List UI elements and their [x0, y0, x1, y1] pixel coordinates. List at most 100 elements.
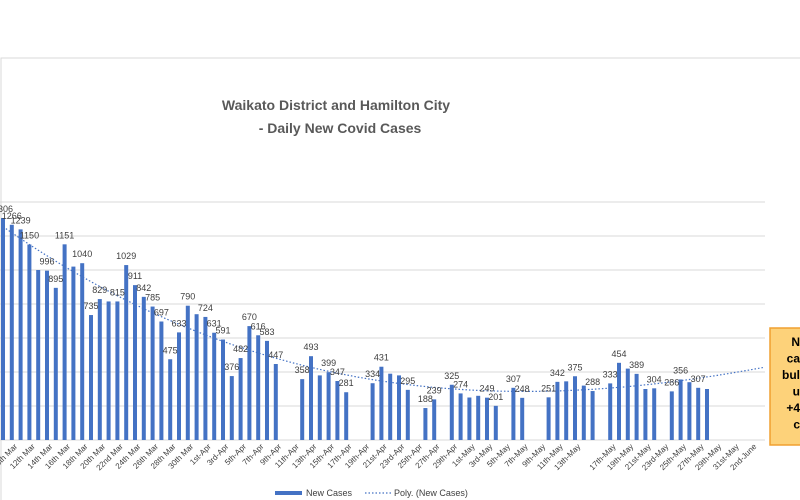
data-label: 399	[321, 358, 336, 368]
bar	[18, 229, 23, 440]
bar	[370, 383, 375, 440]
bar	[485, 397, 489, 440]
data-label: 1239	[11, 215, 31, 225]
data-label: 583	[259, 327, 274, 337]
callout-text: N	[791, 335, 800, 349]
data-label: 239	[427, 385, 442, 395]
bar	[194, 314, 199, 440]
data-label: 251	[541, 383, 556, 393]
bar	[159, 321, 164, 440]
data-label: 616	[251, 321, 266, 331]
bar	[238, 358, 243, 440]
bar	[177, 332, 181, 440]
bar	[150, 306, 155, 440]
data-label: 1306	[0, 204, 13, 214]
bar	[185, 305, 190, 440]
callout-text: +4	[786, 401, 800, 415]
bar	[590, 391, 595, 440]
data-label: 996	[39, 257, 54, 267]
bar	[9, 224, 14, 440]
data-label: 895	[48, 274, 63, 284]
bar	[62, 244, 67, 440]
data-label: 1266	[2, 211, 22, 221]
bar	[388, 373, 393, 440]
bar	[80, 263, 85, 440]
bar	[256, 335, 261, 440]
bar	[625, 368, 630, 440]
data-label: 670	[242, 312, 257, 322]
data-label: 295	[400, 376, 415, 386]
bar	[45, 270, 49, 440]
data-label: 482	[233, 344, 248, 354]
bar	[203, 316, 208, 440]
bar	[71, 266, 76, 440]
bar	[449, 384, 454, 440]
bar	[106, 301, 111, 440]
legend-swatch	[275, 491, 302, 495]
data-label: 358	[295, 365, 310, 375]
data-label: 631	[207, 319, 222, 329]
data-label: 325	[444, 371, 459, 381]
bar	[687, 382, 692, 440]
legend-label: New Cases	[306, 488, 353, 498]
bar	[617, 362, 621, 440]
data-label: 493	[303, 342, 318, 352]
data-label: 697	[154, 308, 169, 318]
bar	[678, 379, 683, 440]
bar	[608, 383, 613, 440]
bar	[669, 391, 674, 440]
bar	[221, 339, 225, 440]
bar	[89, 315, 93, 440]
bar	[344, 392, 349, 440]
bar	[335, 381, 340, 440]
bar	[643, 389, 648, 440]
data-label: 591	[215, 326, 230, 336]
bar	[133, 285, 137, 440]
bar	[564, 381, 569, 440]
bar	[555, 381, 560, 440]
bar	[36, 270, 41, 440]
bar	[300, 379, 305, 440]
data-label: 790	[180, 292, 195, 302]
bar	[432, 399, 437, 440]
callout: Nca bul u +4 c	[782, 335, 800, 432]
legend: New Cases Poly. (New Cases)	[275, 488, 468, 498]
bar	[317, 375, 322, 440]
bar	[212, 332, 217, 440]
data-label: 1040	[72, 249, 92, 259]
bar	[458, 393, 463, 440]
bar	[397, 375, 401, 440]
data-label: 842	[136, 283, 151, 293]
bar	[53, 287, 58, 440]
bar	[326, 372, 331, 440]
bar	[309, 356, 313, 440]
chart-title: Waikato District and Hamilton City	[222, 97, 450, 113]
data-label: 356	[673, 365, 688, 375]
bar	[423, 408, 428, 440]
data-label: 286	[664, 377, 679, 387]
trend	[2, 226, 765, 392]
data-label: 274	[453, 379, 468, 389]
data-label: 454	[611, 349, 626, 359]
data-label: 724	[198, 303, 213, 313]
callout-box	[769, 327, 800, 446]
data-label: 815	[110, 287, 125, 297]
data-label: 307	[691, 374, 706, 384]
bar	[476, 395, 481, 440]
data-label: 281	[339, 378, 354, 388]
bar	[168, 359, 173, 440]
data-label: 475	[163, 345, 178, 355]
trend-line	[2, 226, 765, 392]
bar	[273, 364, 278, 440]
bar	[696, 387, 701, 440]
data-label: 376	[224, 362, 239, 372]
data-label: 829	[92, 285, 107, 295]
bar	[27, 244, 32, 440]
chart-subtitle: - Daily New Covid Cases	[259, 120, 422, 136]
data-label: 347	[330, 367, 345, 377]
callout-text: u	[793, 385, 800, 399]
bar	[141, 296, 146, 440]
bar	[652, 388, 657, 440]
